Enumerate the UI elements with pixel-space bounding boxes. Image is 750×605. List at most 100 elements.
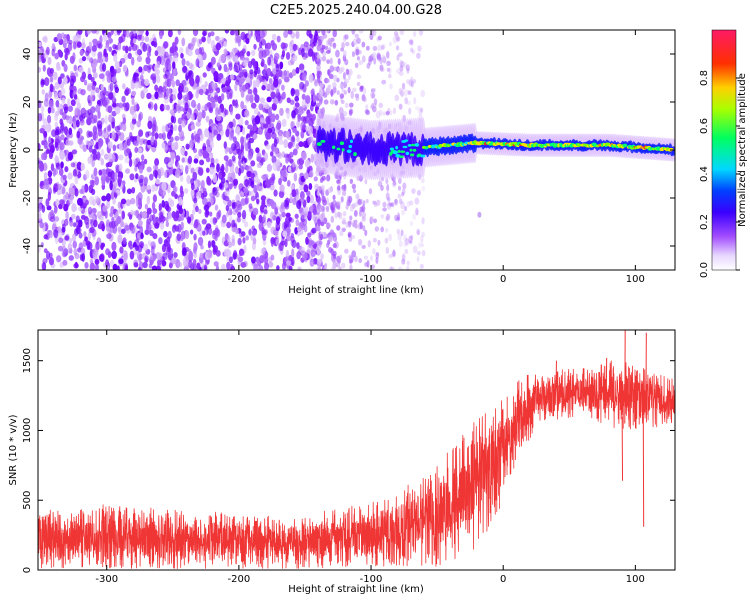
heat-cell [399, 104, 403, 110]
heat-cell [372, 52, 376, 59]
heat-cell [259, 186, 264, 192]
heat-cell [119, 143, 123, 151]
heat-cell [111, 251, 117, 260]
heat-cell [332, 82, 337, 88]
heat-cell [145, 131, 149, 137]
heat-cell [362, 216, 366, 221]
heat-cell [98, 143, 102, 149]
heat-cell [68, 128, 72, 135]
heat-cell [399, 155, 404, 158]
heat-cell [154, 85, 158, 91]
heat-cell [189, 44, 194, 51]
heat-cell [58, 76, 62, 84]
heat-cell [113, 144, 117, 151]
heat-cell [216, 265, 219, 273]
heat-cell [185, 165, 189, 174]
heat-cell [81, 108, 86, 114]
heat-cell [186, 175, 190, 184]
heat-cell [181, 157, 184, 163]
heat-cell [386, 184, 389, 192]
heat-cell [202, 31, 207, 36]
heat-cell [398, 53, 403, 57]
heat-cell [408, 108, 411, 115]
heat-cell [92, 64, 96, 70]
heat-cell [84, 262, 88, 269]
heat-cell [267, 84, 272, 90]
heat-cell [321, 196, 325, 203]
heat-cell [399, 240, 403, 247]
heat-cell [161, 260, 166, 266]
heat-cell [303, 116, 307, 124]
heat-cell [358, 60, 362, 65]
heat-cell [413, 213, 416, 220]
heat-cell [277, 36, 281, 43]
heat-cell [147, 196, 150, 205]
heat-cell [138, 220, 143, 227]
heat-cell [71, 99, 76, 106]
heat-cell [82, 56, 86, 61]
heat-cell [286, 52, 290, 60]
heat-cell [43, 65, 46, 72]
heat-cell [259, 77, 263, 82]
heat-cell [294, 173, 298, 182]
heat-cell [44, 179, 49, 186]
heat-cell [194, 158, 199, 163]
heat-cell [257, 162, 262, 168]
heat-cell [214, 232, 218, 241]
heat-cell [185, 93, 189, 101]
heat-cell [207, 178, 212, 186]
heat-cell [135, 81, 139, 89]
heat-cell [213, 130, 217, 136]
heat-cell [231, 227, 236, 232]
heat-cell [415, 143, 419, 147]
heat-cell [342, 217, 346, 224]
heat-cell [73, 122, 76, 129]
heat-cell [126, 30, 130, 37]
heat-cell [234, 47, 238, 53]
heat-cell [60, 122, 64, 131]
heat-cell [82, 72, 86, 80]
heat-cell [198, 149, 203, 157]
heat-cell [382, 207, 387, 211]
heat-cell [336, 256, 341, 263]
heat-cell [134, 166, 137, 172]
heat-cell [355, 96, 359, 101]
heat-cell [410, 76, 413, 82]
heat-cell [361, 245, 365, 249]
spectrogram-x-tick-label: -100 [360, 274, 383, 285]
heat-cell [89, 146, 93, 153]
heat-cell [318, 267, 322, 272]
heat-cell [124, 225, 129, 231]
heat-cell [270, 212, 274, 220]
heat-cell [388, 254, 392, 258]
heat-cell [344, 249, 349, 254]
heat-cell [342, 191, 346, 196]
heat-cell [403, 146, 408, 148]
heat-cell [240, 262, 246, 268]
heat-cell [244, 60, 248, 67]
heat-cell [86, 140, 89, 145]
heat-cell [185, 144, 189, 150]
heat-cell [321, 185, 324, 191]
heat-cell [348, 196, 352, 203]
heat-cell [49, 231, 52, 238]
heat-cell [364, 97, 367, 102]
heat-cell [300, 196, 304, 203]
heat-cell [236, 200, 242, 208]
heat-cell [357, 199, 361, 206]
heat-cell [131, 91, 136, 96]
heat-cell [248, 61, 252, 68]
heat-cell [269, 78, 273, 84]
heat-cell [330, 229, 334, 235]
heat-cell [172, 62, 175, 69]
heat-cell [217, 62, 221, 67]
heat-cell [281, 54, 284, 59]
heat-cell [238, 154, 242, 160]
heat-cell [340, 93, 345, 99]
heat-cell [171, 142, 175, 150]
heat-cell [91, 28, 97, 34]
heat-cell [357, 74, 362, 79]
heat-cell [361, 42, 365, 48]
heat-cell [113, 53, 117, 62]
heat-cell [53, 71, 58, 80]
